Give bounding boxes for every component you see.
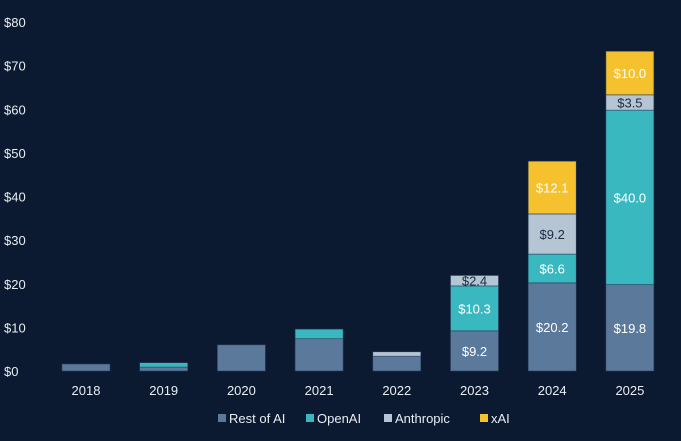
legend-label: Rest of AI (229, 411, 285, 426)
x-tick-label: 2025 (615, 383, 644, 398)
legend-label: Anthropic (395, 411, 450, 426)
bar-segment-anthropic (450, 275, 499, 287)
y-tick-label: $10 (4, 320, 26, 335)
bar-segment-xai (527, 160, 577, 215)
y-tick-label: $40 (4, 190, 26, 205)
y-tick-label: $30 (4, 233, 26, 248)
bar-segment-rest-of-ai (217, 344, 266, 372)
bar-segment-rest-of-ai (294, 338, 344, 372)
y-tick-label: $0 (4, 364, 18, 379)
y-tick-label: $50 (4, 146, 26, 161)
data-label: $9.2 (540, 227, 565, 242)
legend-label: xAI (491, 411, 510, 426)
data-label: $3.5 (617, 95, 642, 110)
data-label: $19.8 (614, 321, 647, 336)
data-label: $40.0 (614, 190, 647, 205)
bar-segment-openai (294, 328, 344, 340)
x-tick-label: 2023 (460, 383, 489, 398)
data-label: $2.4 (462, 274, 487, 289)
legend-swatch-rest-of-ai (218, 414, 226, 422)
bar-segment-xai (605, 50, 655, 96)
y-tick-label: $20 (4, 277, 26, 292)
data-label: $10.3 (458, 301, 491, 316)
bar-segment-rest-of-ai (450, 330, 499, 372)
data-label: $6.6 (540, 261, 565, 276)
y-tick-label: $80 (4, 15, 26, 30)
bar-segment-rest-of-ai (605, 284, 655, 372)
bar-segment-rest-of-ai (527, 282, 577, 372)
bar-segment-rest-of-ai (372, 355, 422, 372)
data-label: $12.1 (536, 181, 569, 196)
bar-segment-openai (605, 109, 655, 285)
y-tick-label: $60 (4, 102, 26, 117)
bar-segment-openai (527, 253, 577, 284)
x-tick-label: 2021 (305, 383, 334, 398)
bar-segment-rest-of-ai (139, 366, 188, 372)
x-tick-label: 2024 (538, 383, 567, 398)
bar-segment-rest-of-ai (61, 363, 111, 372)
legend-label: OpenAI (317, 411, 361, 426)
data-label: $9.2 (462, 344, 487, 359)
bar-segment-anthropic (372, 351, 422, 357)
y-tick-label: $70 (4, 59, 26, 74)
data-label: $20.2 (536, 320, 569, 335)
x-tick-label: 2022 (382, 383, 411, 398)
x-tick-label: 2019 (149, 383, 178, 398)
legend-swatch-xai (480, 414, 488, 422)
legend-swatch-openai (306, 414, 314, 422)
x-tick-label: 2018 (72, 383, 101, 398)
data-label: $10.0 (614, 66, 647, 81)
bar-segment-openai (450, 285, 499, 332)
x-tick-label: 2020 (227, 383, 256, 398)
legend-swatch-anthropic (384, 414, 392, 422)
bar-segment-openai (139, 362, 188, 368)
